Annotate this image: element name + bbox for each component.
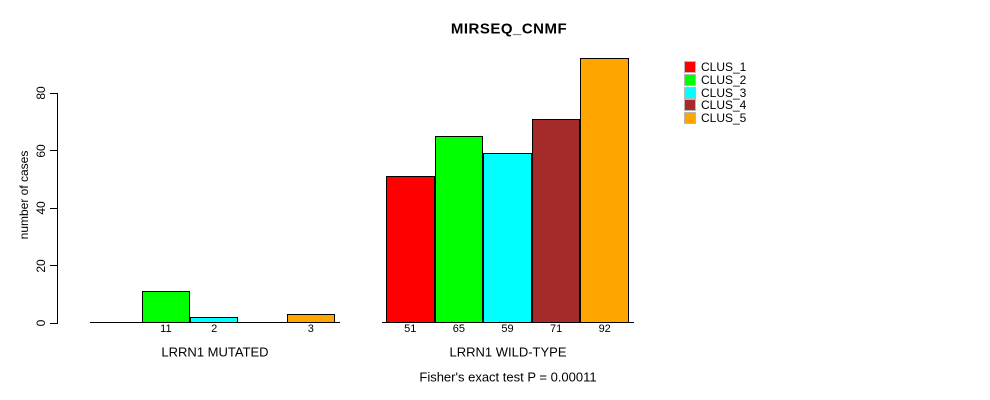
y-tick-label: 80 (34, 86, 48, 100)
legend-label: CLUS_2 (701, 73, 747, 88)
bar-value-label: 71 (549, 323, 563, 335)
bar-clus_2-mutated (141, 291, 191, 323)
legend-label: CLUS_5 (701, 111, 747, 126)
y-tick-mark (50, 207, 58, 209)
bar-clus_3-mutated (190, 317, 239, 323)
bar-clus_1-wildtype (386, 176, 435, 323)
bar-value-label: 3 (307, 323, 314, 335)
chart-title: MIRSEQ_CNMF (450, 20, 568, 38)
bar-value-label: 59 (501, 323, 514, 335)
y-tick-label: 20 (34, 258, 48, 273)
legend-swatch-clus_3 (684, 86, 696, 99)
legend-row: CLUS_2 (684, 73, 747, 88)
legend-row: CLUS_3 (684, 85, 747, 100)
bar-value-label: 11 (160, 323, 172, 335)
y-tick-mark (50, 265, 58, 266)
bar-value-label: 92 (598, 323, 611, 335)
y-tick-label: 0 (34, 319, 48, 327)
legend-label: CLUS_3 (701, 85, 747, 100)
legend-row: CLUS_5 (684, 111, 747, 126)
y-axis-title: number of cases (17, 150, 31, 240)
legend-label: CLUS_1 (701, 60, 747, 75)
bar-value-label: 2 (211, 323, 218, 335)
bar-clus_5-mutated (286, 314, 335, 323)
fisher-test-annotation: Fisher's exact test P = 0.00011 (419, 369, 597, 385)
y-tick-mark (50, 150, 58, 151)
legend: CLUS_1 CLUS_2 CLUS_3 CLUS_4 CLUS_5 (684, 60, 747, 126)
bar-clus_3-wildtype (483, 153, 532, 323)
bar-clus_5-wildtype (580, 58, 629, 323)
bar-value-label: 65 (452, 323, 466, 335)
legend-row: CLUS_1 (684, 60, 747, 75)
y-tick-mark (50, 92, 58, 94)
y-tick-label: 60 (34, 143, 48, 158)
legend-row: CLUS_4 (684, 98, 747, 113)
bar-clus_4-wildtype (531, 119, 581, 323)
bar-value-label: 51 (404, 323, 417, 335)
y-tick-mark (50, 322, 58, 324)
bar-clus_2-wildtype (434, 136, 484, 323)
legend-swatch-clus_5 (684, 112, 696, 125)
y-tick-label: 40 (34, 201, 48, 215)
legend-swatch-clus_2 (684, 74, 696, 87)
group-label-mutated: LRRN1 MUTATED (161, 344, 269, 360)
legend-label: CLUS_4 (701, 98, 747, 113)
legend-swatch-clus_1 (684, 61, 696, 74)
group-label-wildtype: LRRN1 WILD-TYPE (449, 344, 567, 360)
legend-swatch-clus_4 (684, 99, 696, 112)
